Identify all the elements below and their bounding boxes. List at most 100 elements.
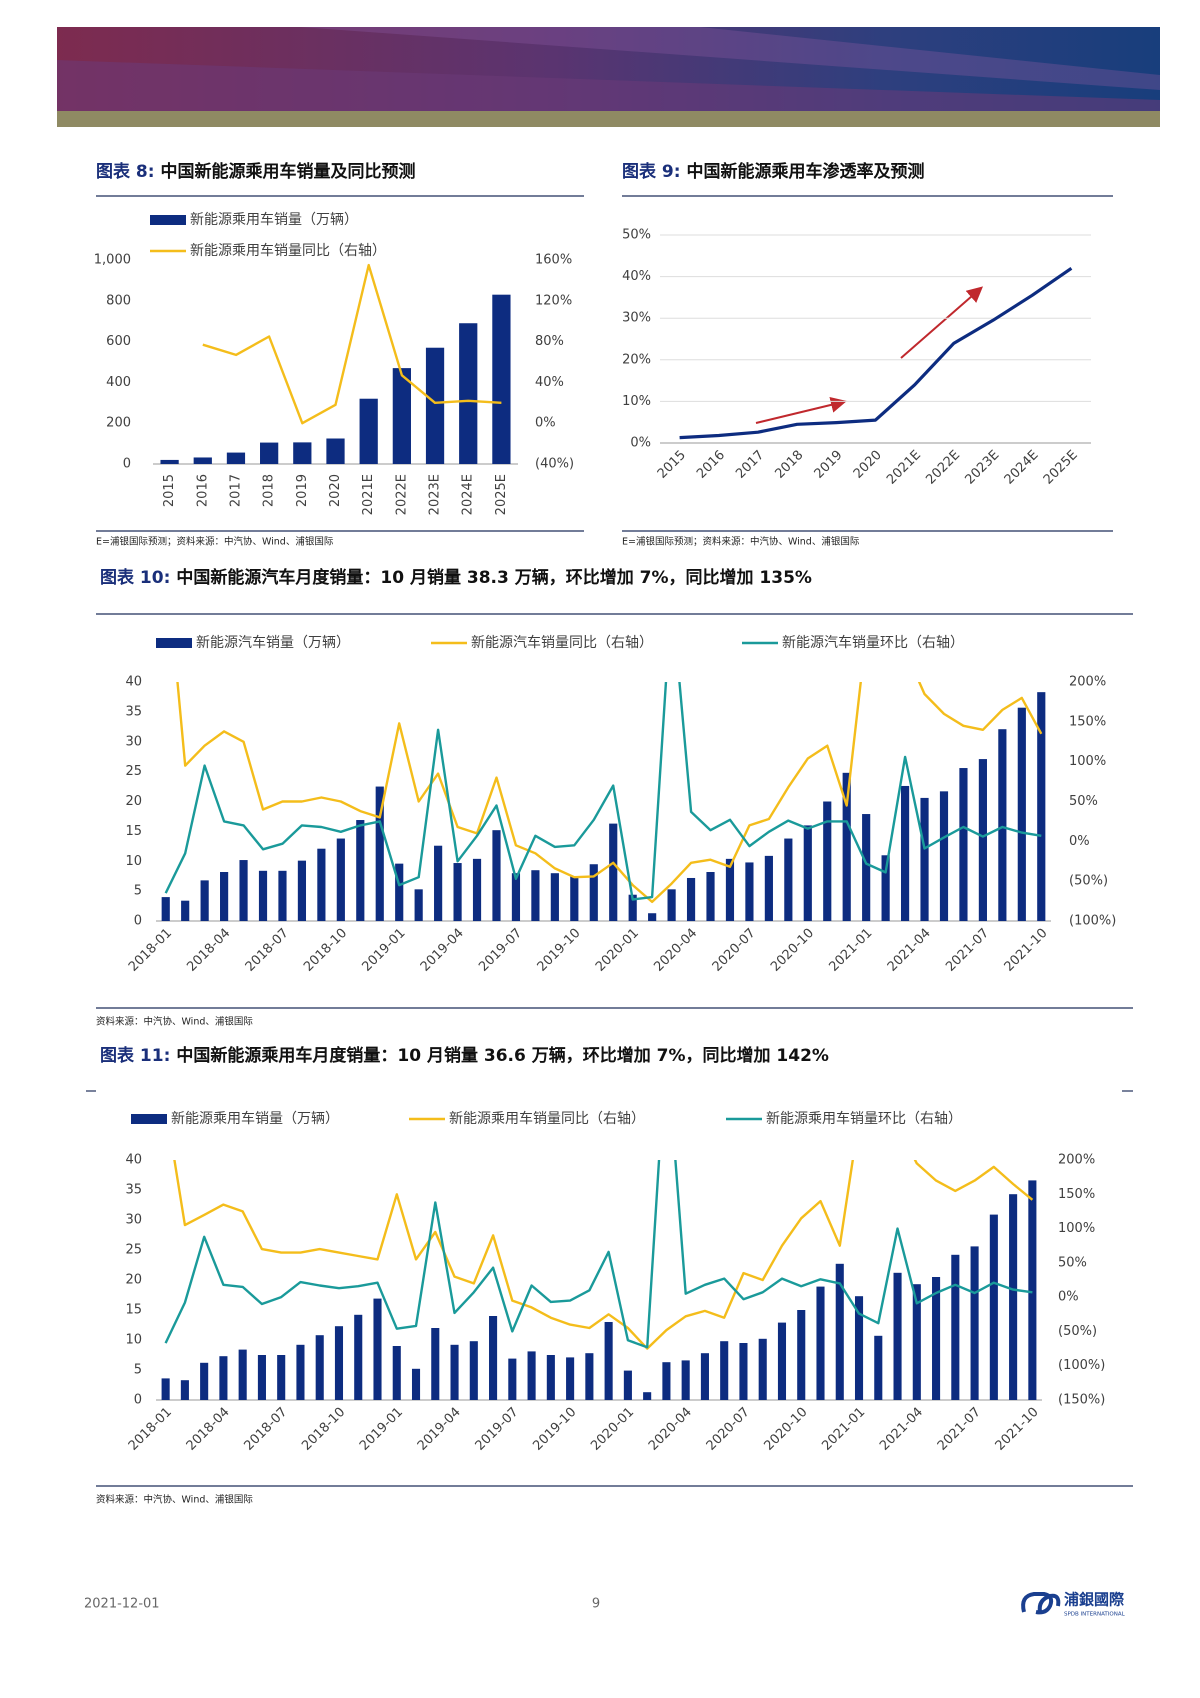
bar (511, 873, 521, 921)
bar (932, 1277, 941, 1400)
bar (667, 889, 676, 921)
bar (527, 1351, 536, 1400)
legend-label: 新能源汽车销量环比（右轴） (782, 634, 964, 651)
x-tick-label: 2016 (195, 474, 210, 507)
y-tick-label: 35 (125, 704, 142, 719)
x-tick-label: 2021-07 (943, 926, 992, 975)
bar (296, 1344, 305, 1400)
y-tick-label: 25 (125, 1243, 142, 1258)
bar (392, 1346, 401, 1400)
y-tick-label: 20% (622, 352, 651, 367)
x-tick-label: 2021E (361, 474, 376, 515)
bar (784, 838, 793, 921)
header-band (57, 27, 1160, 127)
bar (1028, 1180, 1037, 1400)
bar (623, 1370, 632, 1400)
bar (585, 1353, 594, 1400)
bar (293, 442, 312, 464)
y-tick-label: (50%) (1058, 1324, 1097, 1339)
bar (200, 880, 209, 921)
source: E=浦银国际预测；资料来源：中汽协、Wind、浦银国际 (622, 536, 860, 548)
bar (803, 825, 812, 921)
bar (238, 1349, 247, 1400)
x-tick-label: 2019-04 (415, 1405, 464, 1454)
chart: 0%10%20%30%40%50%2015 2016 2017 2018 2019 202… (622, 228, 1091, 488)
y-tick-label: 5 (134, 1363, 142, 1378)
y-tick-label: 10 (125, 1333, 142, 1348)
y-tick-label: 0% (1069, 834, 1090, 849)
y-tick-label: 0 (123, 457, 131, 472)
bar (326, 438, 345, 464)
y-tick-label: 20 (125, 794, 142, 809)
x-tick-label: 2021-10 (993, 1405, 1042, 1454)
bar (970, 1246, 979, 1400)
bar (643, 1392, 652, 1400)
legend-label: 新能源汽车销量同比（右轴） (471, 634, 653, 651)
x-tick-label: 2019-10 (530, 1405, 579, 1454)
x-tick-label: 2020-04 (651, 926, 700, 975)
y-tick-label: 30 (125, 1213, 142, 1228)
x-tick-label: 2020-07 (710, 926, 759, 975)
bar (1017, 707, 1026, 921)
x-tick-label: 2025E (1041, 448, 1081, 488)
bar (181, 900, 190, 921)
x-tick-label: 2021-04 (885, 926, 934, 975)
bar (200, 1362, 209, 1400)
bar (681, 1360, 690, 1400)
chart-title: 图表 8: 中国新能源乘用车销量及同比预测 (96, 161, 416, 182)
x-tick-label: 2018-10 (301, 926, 350, 975)
bar (920, 797, 929, 921)
chart-title-text: 中国新能源乘用车渗透率及预测 (687, 161, 925, 182)
legend-label: 新能源乘用车销量同比（右轴） (190, 242, 386, 259)
x-tick-label: 2018 (262, 474, 277, 507)
bar (257, 1355, 266, 1400)
x-tick-label: 2020-04 (646, 1405, 695, 1454)
x-tick-label: 2018-07 (243, 926, 292, 975)
bar (219, 1356, 228, 1400)
y-tick-label: (50%) (1069, 874, 1108, 889)
y-tick-label: (100%) (1058, 1358, 1105, 1373)
y-tick-label: 100% (1069, 754, 1106, 769)
bar (434, 845, 443, 921)
x-tick-label: 2021-01 (819, 1405, 868, 1454)
line (679, 266, 1073, 440)
bar (1009, 1194, 1018, 1400)
logo: 浦銀國際 SPDB INTERNATIONAL (1021, 1591, 1126, 1618)
y-tick-label: 0% (535, 416, 556, 431)
y-tick-label: 30 (125, 734, 142, 749)
bar (900, 785, 910, 921)
bar (720, 1341, 729, 1400)
chart-title-text: 中国新能源乘用车销量及同比预测 (161, 161, 416, 182)
x-tick-label: 2018-10 (299, 1405, 348, 1454)
bar (589, 864, 598, 921)
bar (395, 863, 404, 921)
x-tick-label: 2021-04 (877, 1405, 926, 1454)
x-tick-label: 2023E (428, 474, 443, 515)
bar (336, 838, 345, 921)
y-tick-label: (150%) (1058, 1393, 1105, 1408)
chart-title: 图表 11: 中国新能源乘用车月度销量：10 月销量 36.6 万辆，环比增加 7… (100, 1045, 829, 1066)
bar (989, 1214, 998, 1400)
bar (375, 786, 384, 921)
bar (862, 814, 871, 921)
x-tick-label: 2023E (963, 448, 1003, 488)
legend-label: 新能源乘用车销量环比（右轴） (766, 1110, 962, 1127)
y-tick-label: 30% (622, 311, 651, 326)
bar (959, 768, 968, 921)
chart-title-text: 中国新能源汽车月度销量：10 月销量 38.3 万辆，环比增加 7%，同比增加 … (176, 567, 812, 588)
bar (453, 863, 462, 921)
bar (570, 876, 579, 921)
legend-swatch (150, 215, 186, 225)
y-tick-label: 400 (106, 375, 131, 390)
y-tick-label: 150% (1069, 714, 1106, 729)
x-tick-label: 2017 (228, 474, 243, 507)
x-tick-label: 2016 (694, 448, 728, 482)
y-tick-label: 0% (1058, 1290, 1079, 1305)
chart: 0 5 10 15 20 25 30 35 40 (100%) (50%) 0% 50% 100% 150%… (125, 634, 1116, 975)
bar (978, 759, 987, 921)
line (176, 682, 1043, 904)
bar (315, 1335, 324, 1400)
bar (411, 1368, 421, 1400)
bar (356, 820, 365, 921)
bar (492, 830, 501, 921)
